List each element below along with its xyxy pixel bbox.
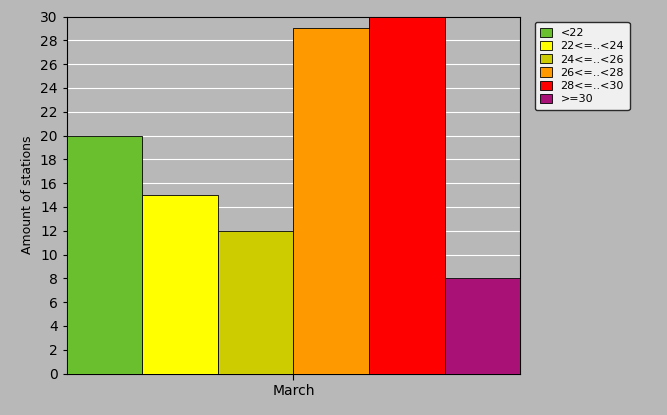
Bar — [369, 17, 445, 374]
Y-axis label: Amount of stations: Amount of stations — [21, 136, 35, 254]
Bar — [67, 136, 142, 374]
Bar — [293, 29, 369, 374]
Bar — [142, 195, 218, 374]
Legend: <22, 22<=..<24, 24<=..<26, 26<=..<28, 28<=..<30, >=30: <22, 22<=..<24, 24<=..<26, 26<=..<28, 28… — [535, 22, 630, 110]
Bar — [218, 231, 293, 374]
Bar — [445, 278, 520, 374]
